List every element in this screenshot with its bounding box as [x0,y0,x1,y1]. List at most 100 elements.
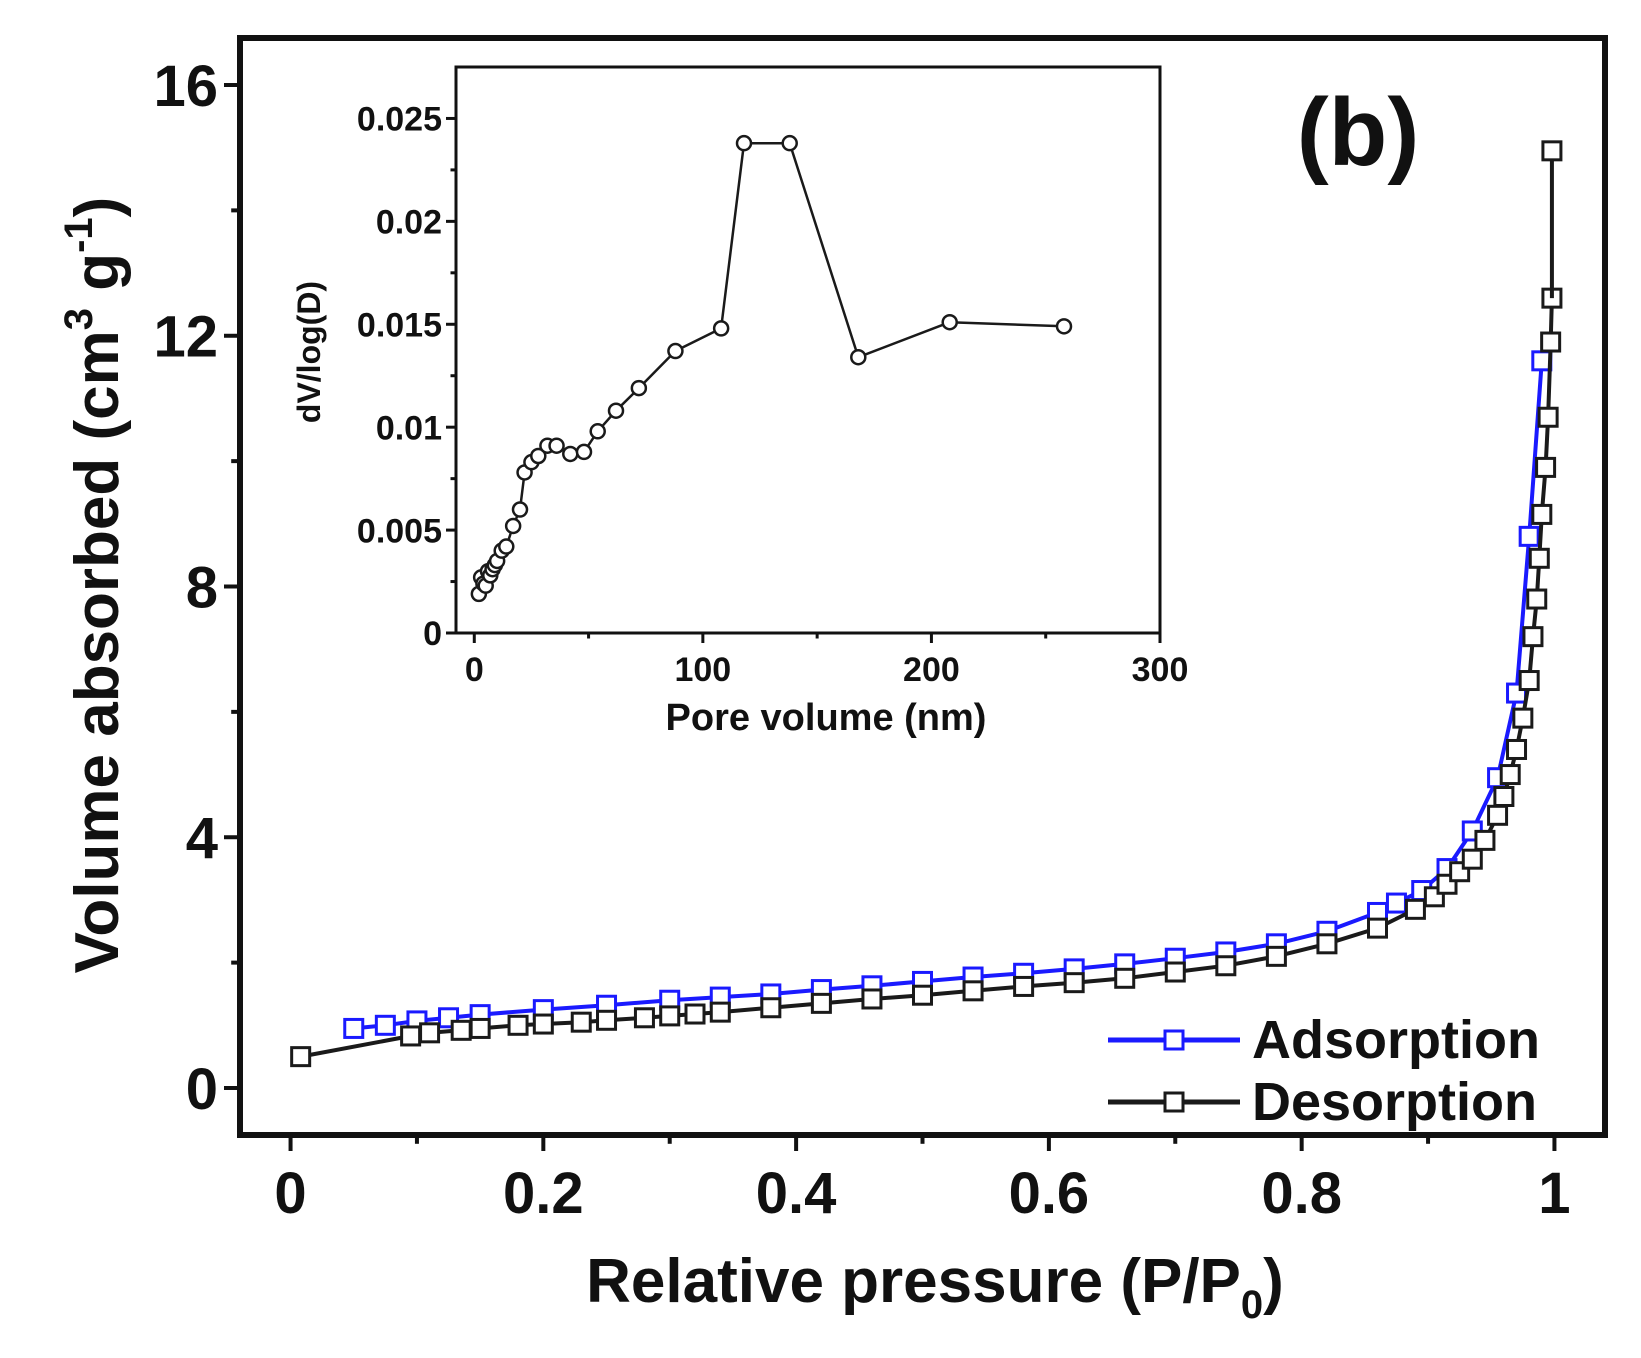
inset-y-tick-label: 0.02 [376,204,442,242]
inset-pore-size-distribution-point [667,342,684,360]
main-desorption-point [760,997,782,1019]
main-desorption-point [1512,707,1534,729]
inset-pore-size-distribution-point [562,445,579,463]
main-desorption-point [1540,331,1562,353]
inset-pore-size-distribution-point [548,437,565,454]
inset-pore-size-distribution-point [589,423,606,440]
main-desorption-point [419,1022,441,1044]
main-desorption-point [400,1025,422,1047]
legend-desorption-marker [1163,1091,1185,1113]
inset-x-tick-label: 300 [1132,651,1189,689]
main-desorption-point [709,1001,731,1023]
main-desorption-point [1013,975,1035,997]
inset-y-tick-label: 0.025 [357,101,442,139]
main-desorption-point [290,1046,312,1068]
main-x-tick-label: 0.4 [756,1161,837,1226]
inset-pore-size-distribution-point [1055,318,1073,335]
inset-pore-size-distribution-point [712,320,730,337]
legend: Adsorption Desorption [1108,1010,1540,1132]
main-adsorption-point [1518,525,1540,547]
main-y-axis-title-sup2: -1 [57,217,101,253]
main-desorption-top-point [1541,140,1563,162]
main-desorption-point [1537,406,1559,428]
inset-pore-size-distribution-point [850,348,867,366]
inset-y-tick-label: 0 [423,615,442,653]
main-desorption-point [570,1011,592,1033]
inset-pore-size-distribution-point [575,443,593,461]
main-adsorption-point [374,1014,396,1036]
main-desorption-line [300,298,1554,1059]
main-x-tick-label: 0.2 [503,1161,584,1226]
main-x-tick-label: 0.6 [1009,1161,1090,1226]
main-desorption-point [810,992,832,1014]
main-desorption-point [1531,503,1553,525]
inset-pore-size-distribution-point [504,517,522,535]
main-y-tick-label: 8 [186,555,218,620]
inset-pore-size-distribution-point [630,379,648,397]
main-desorption-point [633,1007,655,1029]
main-x-axis-title: Relative pressure (P/P0) [586,1247,1284,1327]
main-desorption-point [1474,829,1496,851]
main-desorption-point [912,984,933,1006]
main-desorption-point [1404,898,1426,920]
main-desorption-point [1316,933,1338,955]
inset-x-tick-label: 0 [465,651,484,689]
inset-y-tick-label: 0.005 [357,512,442,550]
main-desorption-point [962,980,984,1002]
inset-y-axis-title: dV/log(D) [291,281,327,423]
main-x-axis-title-sub: 0 [1241,1283,1263,1327]
main-desorption-point [659,1005,681,1027]
main-desorption-point [1265,945,1287,967]
main-y-tick-label: 16 [153,54,218,119]
main-x-tick-label: 0.8 [1261,1161,1342,1226]
main-desorption-point [1487,804,1509,826]
main-desorption-point [532,1013,554,1035]
inset-x-tick-label: 100 [674,651,731,689]
legend-adsorption-marker [1163,1029,1185,1051]
inset-pore-size-distribution-point [607,402,625,419]
inset-pore-size-distribution-point [781,134,798,152]
main-y-tick-label: 12 [153,305,218,370]
inset-x-tick-label: 200 [903,651,960,689]
inset-pore-size-distribution-point [498,538,515,555]
panel-label: (b) [1297,79,1420,186]
inset-pore-size-distribution-point [941,313,958,331]
main-adsorption-point [1385,892,1407,914]
main-desorption-point [507,1014,529,1036]
main-desorption-point [1114,967,1136,989]
main-desorption-point [1526,588,1548,610]
inset-plot-frame [454,65,1162,635]
legend-desorption-label: Desorption [1252,1072,1537,1132]
inset-pore-size-distribution-point [511,501,529,518]
main-desorption-point [1461,848,1483,870]
main-desorption-point [1063,972,1085,994]
main-y-axis-title-sup: 3 [57,308,101,330]
main-desorption-point [1522,626,1544,648]
main-y-axis-title: Volume absorbed (cm3 g-1) [57,197,132,974]
inset-pore-size-distribution-point [530,447,547,465]
main-desorption-point [861,988,883,1010]
inset-pore-size-distribution-point [735,134,753,152]
inset-x-axis-title: Pore volume (nm) [666,697,987,739]
main-adsorption-point [343,1017,365,1039]
main-desorption-point [684,1003,706,1025]
main-desorption-point [1518,670,1540,692]
main-x-tick-label: 1 [1538,1161,1570,1226]
main-desorption-point [1215,955,1237,977]
legend-adsorption-label: Adsorption [1252,1010,1540,1070]
inset-y-tick-label: 0.01 [376,409,442,447]
main-desorption-point [596,1009,618,1031]
main-desorption-point [1493,785,1515,807]
inset-y-tick-label: 0.015 [357,307,442,345]
main-desorption-point [1535,456,1557,478]
main-desorption-point [469,1017,491,1039]
main-y-tick-label: 0 [186,1057,218,1122]
main-desorption-point [1164,961,1186,983]
main-desorption-point [1499,764,1521,786]
main-desorption-point [1528,547,1550,569]
main-x-tick-label: 0 [274,1161,306,1226]
main-y-tick-label: 4 [186,806,218,871]
main-desorption-point [450,1019,472,1041]
main-desorption-point [1506,738,1528,760]
